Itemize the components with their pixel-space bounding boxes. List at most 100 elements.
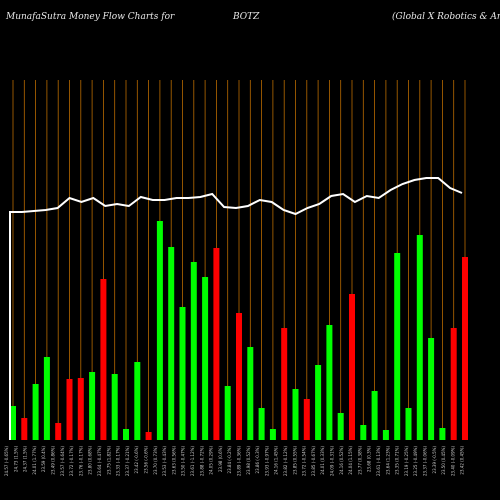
x-axis-label: 23.98 (0.6%) [218, 446, 223, 472]
ticker-symbol: BOTZ [233, 12, 260, 22]
money-flow-bar [258, 408, 265, 440]
money-flow-bar [190, 262, 197, 440]
money-flow-bar [213, 248, 220, 440]
money-flow-bar [416, 235, 423, 440]
money-flow-bar [315, 365, 322, 440]
money-flow-bar [32, 384, 39, 440]
x-axis-label: 23.88 (-0.72%) [199, 446, 204, 476]
money-flow-bar [269, 429, 276, 440]
money-flow-bar [405, 408, 412, 440]
x-axis-label: 23.80 (0.68%) [88, 446, 93, 475]
money-flow-bar [43, 357, 50, 440]
money-flow-bar [247, 347, 254, 440]
money-flow-bar [292, 389, 299, 440]
money-flow-bar [281, 328, 288, 440]
x-axis-label: 23.50 (-0.47%) [181, 446, 186, 476]
x-axis-label: 23.98 (0.52%) [246, 446, 251, 475]
money-flow-bar [462, 257, 468, 440]
x-axis-label: 24.16 (1.45%) [274, 446, 279, 475]
x-axis-label: 23.42 (0.45%) [460, 446, 465, 475]
x-axis-label: 23.25 (-0.49%) [413, 446, 418, 476]
money-flow-bar [156, 221, 163, 440]
money-flow-bar [202, 277, 209, 440]
money-flow-bar [145, 432, 152, 440]
money-flow-bar [439, 428, 446, 440]
x-axis-label: 23.93 (-0.97%) [264, 446, 269, 476]
x-axis-label: 23.72 (-0.17%) [69, 446, 74, 476]
x-axis-label: 23.53 (-0.43%) [162, 446, 167, 476]
x-axis-label: 24.37 (1.5%) [23, 446, 28, 472]
x-axis-label: 23.85 (0.55%) [292, 446, 297, 475]
x-axis-label: 24.09 (-0.31%) [330, 446, 335, 476]
x-axis-label: 23.89 (-0.36%) [237, 446, 242, 476]
x-axis-label: 23.64 (-0.47%) [97, 446, 102, 476]
x-axis-label: 24.01 (0.33%) [320, 446, 325, 475]
x-axis-label: 23.40 (-0.09%) [450, 446, 455, 476]
money-flow-bar [55, 423, 62, 440]
money-flow-bar [450, 328, 457, 440]
x-axis-label: 23.42 (-0.6%) [134, 446, 139, 474]
x-axis-label: 23.85 (-0.67%) [311, 446, 316, 476]
x-axis-label: 23.61 (-1.12%) [190, 446, 195, 476]
money-flow-bar [179, 307, 186, 440]
price-line-layer [9, 177, 463, 440]
chart-brand-title: MunafaSutra Money Flow Charts for [6, 12, 175, 22]
money-flow-bar [394, 253, 401, 440]
x-axis-label: 23.68 (0.3%) [367, 446, 372, 472]
money-flow-bar [77, 378, 84, 440]
x-axis-label: 24.73 (1.5%) [13, 446, 18, 472]
x-axis-label: 24.05 (0.29%) [209, 446, 214, 475]
x-axis-label: 23.37 (-0.21%) [125, 446, 130, 476]
money-flow-bar [168, 247, 175, 440]
money-flow-bar [360, 425, 367, 440]
x-axis-label: 23.33 (-0.17%) [116, 446, 121, 476]
money-flow-bar [21, 418, 28, 440]
money-flow-bars [10, 221, 468, 440]
money-flow-bar [100, 279, 107, 440]
x-axis-label: 23.61 (-0.13%) [376, 446, 381, 476]
money-flow-bar [326, 325, 333, 440]
money-flow-bar [349, 294, 355, 440]
x-axis-label: 23.49 (0.86%) [51, 446, 56, 475]
x-axis-label: 24.04 (1.15%) [348, 446, 353, 475]
x-axis-label: 23.82 (-0.12%) [283, 446, 288, 476]
x-axis-label: 23.76 (-0.17%) [78, 446, 83, 476]
x-axis-label: 24.16 (0.52%) [339, 446, 344, 475]
money-flow-bar [224, 386, 231, 440]
money-flow-bar [10, 406, 16, 440]
x-axis-label: 24.01 (1.77%) [32, 446, 37, 475]
x-axis-label: 23.19 (-0.25%) [404, 446, 409, 476]
x-axis-label: 23.64 (1.23%) [385, 446, 390, 475]
x-axis-label: 23.56 (-0.6%) [144, 446, 149, 474]
money-flow-bar [371, 391, 378, 440]
money-flow-bar [123, 429, 129, 440]
x-axis-label: 23.75 (1.82%) [106, 446, 111, 475]
x-axis-labels: 24.57 (-0.65%) 24.73 (1.5%) 24.37 (1.5%) 24… [4, 446, 465, 476]
money-flow-bar [134, 362, 141, 440]
price-line [9, 177, 463, 440]
money-flow-bar [236, 313, 242, 440]
x-axis-label: 23.39 (-0.5%) [432, 446, 437, 474]
money-flow-bar [303, 399, 310, 440]
x-axis-label: 23.57 (-0.64%) [60, 446, 65, 476]
x-axis-label: 23.72 (-0.54%) [302, 446, 307, 476]
x-axis-label: 23.84 (-0.2%) [227, 446, 232, 474]
x-axis-label: 23.77 (0.38%) [357, 446, 362, 475]
money-flow-bar [382, 430, 389, 440]
x-axis-label: 23.86 (-0.3%) [255, 446, 260, 474]
x-axis-label: 23.70 (0.73%) [153, 446, 158, 475]
x-axis-label: 23.35 (0.71%) [395, 446, 400, 475]
x-axis-label: 24.57 (-0.65%) [4, 446, 9, 476]
money-flow-bar [428, 338, 435, 440]
x-axis-label: 23.59 (0.4%) [41, 446, 46, 472]
money-flow-bar [337, 413, 344, 440]
money-flow-bar [89, 372, 96, 440]
x-axis-label: 23.63 (0.56%) [171, 446, 176, 475]
money-flow-bar [66, 379, 73, 440]
x-axis-label: 23.37 (-0.06%) [423, 446, 428, 476]
security-name: (Global X Robotics & Artificial [392, 12, 500, 22]
x-axis-label: 23.50 (0.45%) [441, 446, 446, 475]
money-flow-bar [111, 374, 118, 440]
